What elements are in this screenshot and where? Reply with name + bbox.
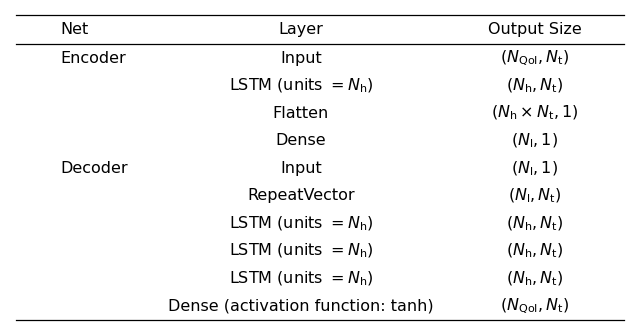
Text: Input: Input [280, 51, 322, 66]
Text: $(N_{\mathrm{QoI}}, N_{\mathrm{t}})$: $(N_{\mathrm{QoI}}, N_{\mathrm{t}})$ [500, 49, 569, 68]
Text: $(N_{\mathrm{h}} \times N_{\mathrm{t}}, 1)$: $(N_{\mathrm{h}} \times N_{\mathrm{t}}, … [491, 104, 578, 122]
Text: LSTM (units $= N_{\mathrm{h}}$): LSTM (units $= N_{\mathrm{h}}$) [228, 269, 373, 288]
Text: Encoder: Encoder [61, 51, 127, 66]
Text: Input: Input [280, 161, 322, 176]
Text: LSTM (units $= N_{\mathrm{h}}$): LSTM (units $= N_{\mathrm{h}}$) [228, 77, 373, 95]
Text: Decoder: Decoder [61, 161, 129, 176]
Text: Output Size: Output Size [488, 22, 581, 37]
Text: $(N_{\mathrm{l}}, N_{\mathrm{t}})$: $(N_{\mathrm{l}}, N_{\mathrm{t}})$ [508, 187, 561, 205]
Text: $(N_{\mathrm{h}}, N_{\mathrm{t}})$: $(N_{\mathrm{h}}, N_{\mathrm{t}})$ [506, 214, 563, 233]
Text: $(N_{\mathrm{h}}, N_{\mathrm{t}})$: $(N_{\mathrm{h}}, N_{\mathrm{t}})$ [506, 77, 563, 95]
Text: Net: Net [61, 22, 89, 37]
Text: LSTM (units $= N_{\mathrm{h}}$): LSTM (units $= N_{\mathrm{h}}$) [228, 214, 373, 233]
Text: $(N_{\mathrm{l}}, 1)$: $(N_{\mathrm{l}}, 1)$ [511, 159, 558, 178]
Text: $(N_{\mathrm{l}}, 1)$: $(N_{\mathrm{l}}, 1)$ [511, 132, 558, 150]
Text: $(N_{\mathrm{QoI}}, N_{\mathrm{t}})$: $(N_{\mathrm{QoI}}, N_{\mathrm{t}})$ [500, 296, 569, 316]
Text: LSTM (units $= N_{\mathrm{h}}$): LSTM (units $= N_{\mathrm{h}}$) [228, 242, 373, 260]
Text: Dense: Dense [275, 133, 326, 148]
Text: RepeatVector: RepeatVector [247, 189, 355, 203]
Text: $(N_{\mathrm{h}}, N_{\mathrm{t}})$: $(N_{\mathrm{h}}, N_{\mathrm{t}})$ [506, 242, 563, 260]
Text: Flatten: Flatten [273, 106, 329, 121]
Text: $(N_{\mathrm{h}}, N_{\mathrm{t}})$: $(N_{\mathrm{h}}, N_{\mathrm{t}})$ [506, 269, 563, 288]
Text: Layer: Layer [278, 22, 323, 37]
Text: Dense (activation function: tanh): Dense (activation function: tanh) [168, 298, 434, 314]
